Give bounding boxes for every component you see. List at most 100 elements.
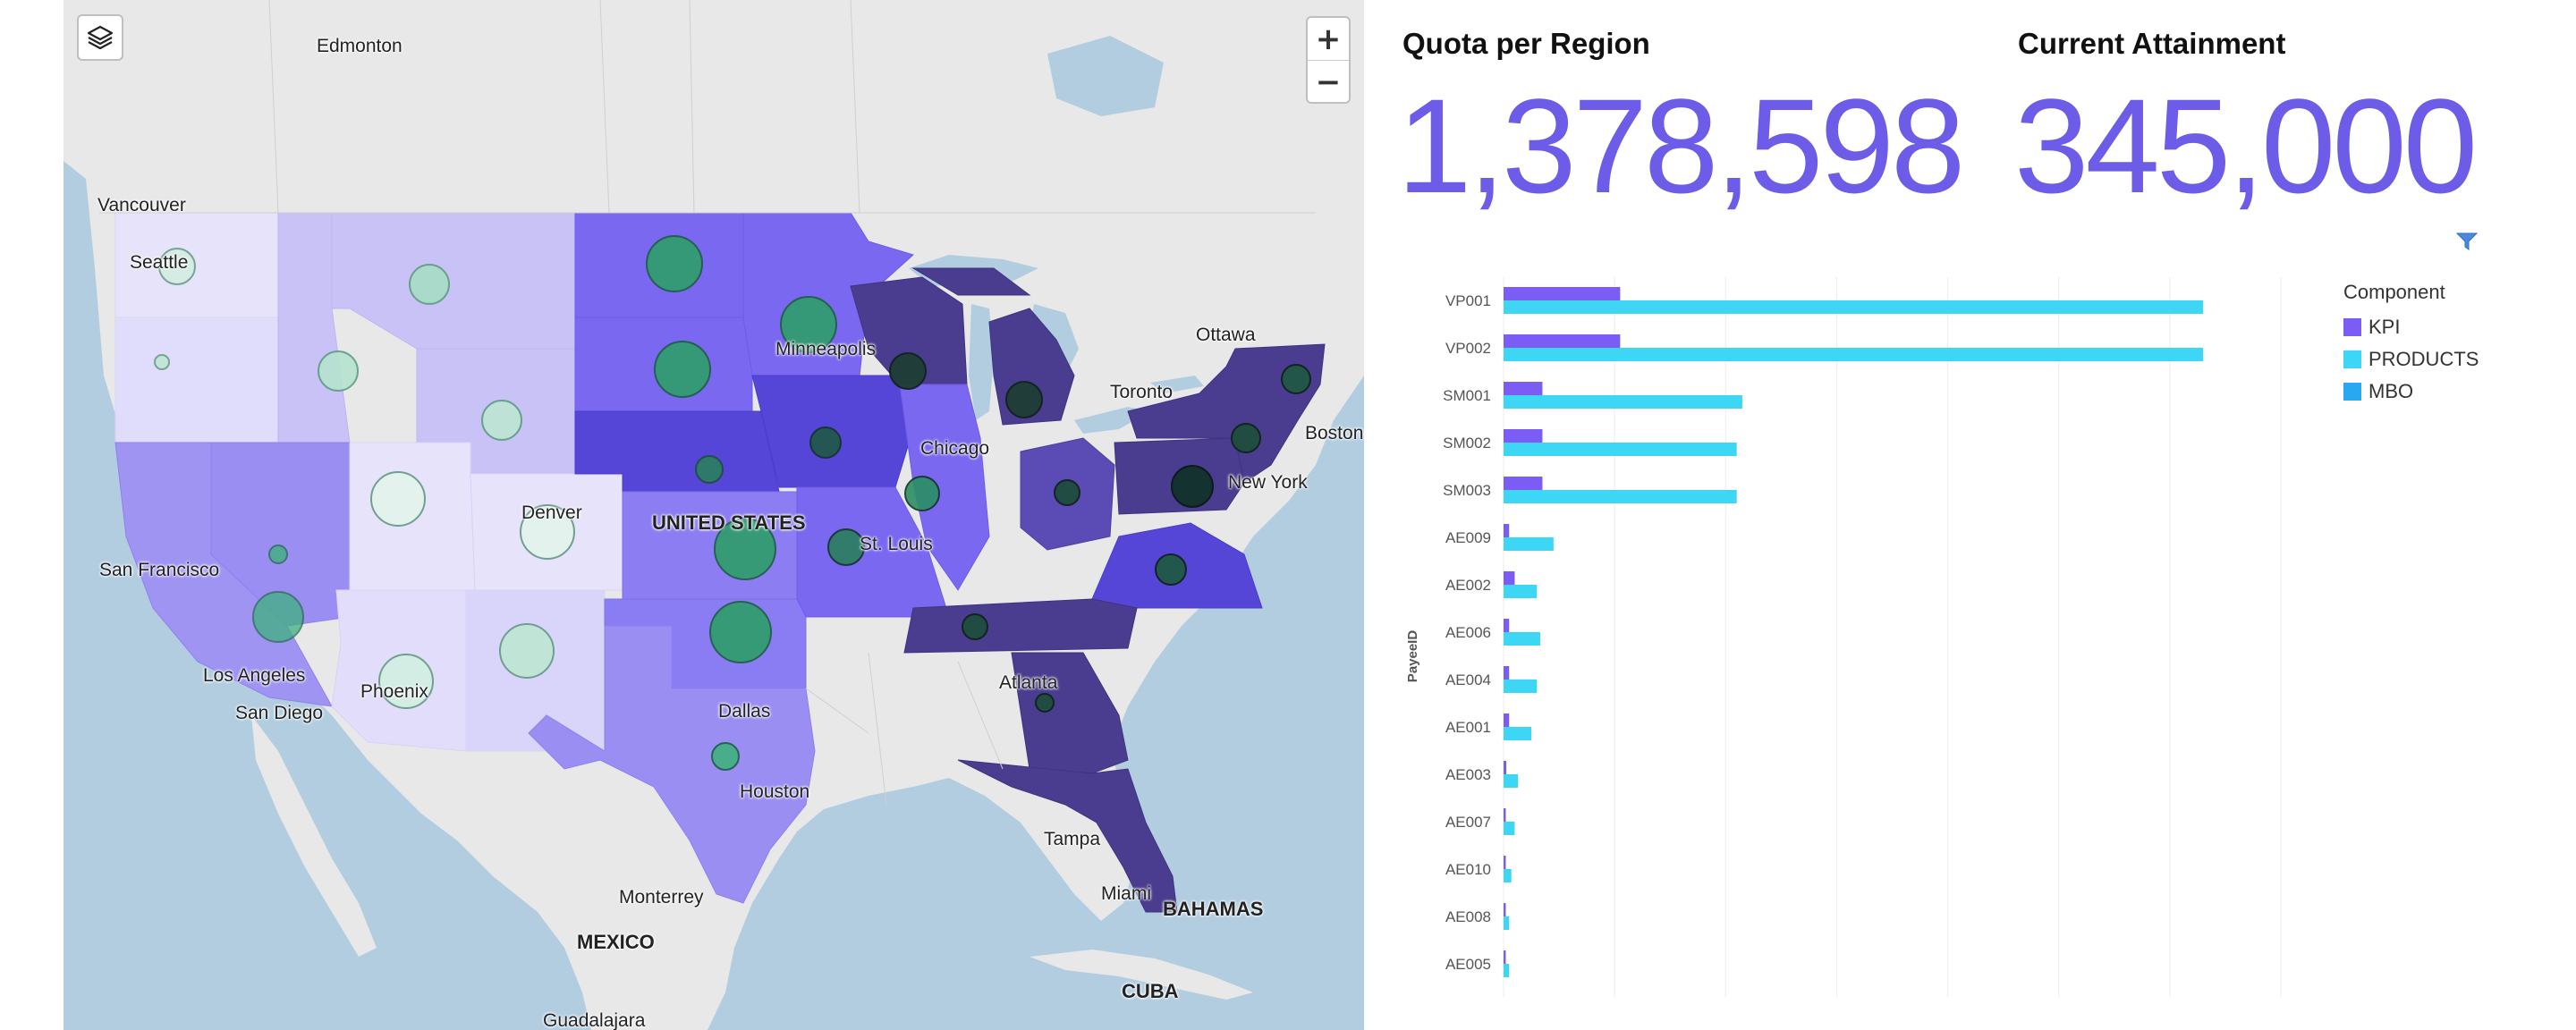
legend-label-products: PRODUCTS <box>2368 348 2479 370</box>
bubble[interactable] <box>409 264 450 305</box>
bubble[interactable] <box>827 528 865 566</box>
kpi-attainment-title: Current Attainment <box>2018 27 2286 60</box>
bar-kpi <box>1504 477 1543 490</box>
map-label-atlanta: Atlanta <box>999 672 1058 693</box>
bubble[interactable] <box>318 350 359 392</box>
layers-button[interactable] <box>77 14 123 61</box>
map-label-bahamas: BAHAMAS <box>1163 898 1264 920</box>
region-florida[interactable] <box>957 759 1178 913</box>
map-label-san-francisco: San Francisco <box>99 560 220 580</box>
bar-kpi <box>1504 334 1621 348</box>
map-canvas[interactable] <box>64 0 1364 1030</box>
bubble[interactable] <box>646 235 703 292</box>
bar-products <box>1504 443 1737 456</box>
y-tick-label: AE004 <box>1445 671 1491 688</box>
legend-item-products[interactable]: PRODUCTS <box>2343 343 2479 376</box>
bubble[interactable] <box>154 354 170 370</box>
bar-kpi <box>1504 903 1506 916</box>
bubble[interactable] <box>695 455 724 484</box>
bubble-layer[interactable] <box>154 235 1311 771</box>
map-label-minneapolis: Minneapolis <box>775 339 877 359</box>
map-label-seattle: Seattle <box>130 252 189 273</box>
bubble[interactable] <box>499 623 555 679</box>
bubble[interactable] <box>1005 381 1043 418</box>
bubble[interactable] <box>378 654 434 709</box>
map-label-dallas: Dallas <box>718 701 771 722</box>
bar-kpi <box>1504 666 1510 680</box>
bar-products <box>1504 680 1538 693</box>
y-tick-label: AE007 <box>1445 814 1491 831</box>
region-tennessee[interactable] <box>903 598 1138 654</box>
map-label-united-states: UNITED STATES <box>652 511 806 534</box>
bubble[interactable] <box>481 400 522 441</box>
map-label-toronto: Toronto <box>1110 382 1174 402</box>
bubble[interactable] <box>904 476 940 511</box>
bubble[interactable] <box>962 613 988 640</box>
legend-label-kpi: KPI <box>2368 316 2401 338</box>
bubble[interactable] <box>654 341 711 398</box>
bar-products <box>1504 964 1510 977</box>
bar-kpi <box>1504 808 1506 822</box>
bar-products <box>1504 774 1519 788</box>
bubble[interactable] <box>714 518 776 580</box>
bubble[interactable] <box>1054 479 1080 506</box>
bubble[interactable] <box>1231 423 1261 453</box>
bar-products <box>1504 300 2204 314</box>
region-texas[interactable] <box>528 625 816 904</box>
bubble[interactable] <box>1281 364 1311 394</box>
y-tick-label: AE008 <box>1445 908 1491 925</box>
map-label-mexico: MEXICO <box>577 931 655 953</box>
kpi-attainment-value: 345,000 <box>2014 71 2478 221</box>
bubble[interactable] <box>158 248 196 285</box>
bar-kpi <box>1504 950 1506 964</box>
bar-products <box>1504 585 1538 598</box>
y-tick-label: AE006 <box>1445 624 1491 641</box>
bar-kpi <box>1504 761 1507 774</box>
y-tick-label: AE002 <box>1445 577 1491 594</box>
kpi-quota-title: Quota per Region <box>1402 27 1650 60</box>
bar-products <box>1504 348 2204 361</box>
bubble[interactable] <box>780 296 837 353</box>
lake-michigan <box>969 304 994 420</box>
y-tick-label: AE009 <box>1445 529 1491 546</box>
map-label-vancouver: Vancouver <box>97 195 186 215</box>
bubble[interactable] <box>370 471 426 527</box>
y-tick-label: VP002 <box>1445 340 1491 357</box>
map-label-new-york: New York <box>1228 472 1308 493</box>
bar-products <box>1504 869 1512 882</box>
legend-label-mbo: MBO <box>2368 380 2414 402</box>
map-label-cuba: CUBA <box>1122 980 1179 1002</box>
y-tick-label: AE010 <box>1445 861 1491 878</box>
bubble[interactable] <box>520 504 575 560</box>
region-new-york[interactable] <box>1127 343 1326 484</box>
map-label-chicago: Chicago <box>920 438 990 459</box>
map-label-miami: Miami <box>1101 883 1151 904</box>
y-tick-label: VP001 <box>1445 292 1491 309</box>
bubble[interactable] <box>1155 553 1187 586</box>
legend-item-kpi[interactable]: KPI <box>2343 311 2479 343</box>
bubble[interactable] <box>1035 693 1055 713</box>
bubble[interactable] <box>711 742 740 771</box>
map-label-houston: Houston <box>740 781 810 802</box>
map-label-tampa: Tampa <box>1044 829 1101 849</box>
bar-kpi <box>1504 382 1543 395</box>
zoom-out-button[interactable]: − <box>1315 64 1342 100</box>
bubble[interactable] <box>1171 465 1214 508</box>
bubble[interactable] <box>252 591 304 643</box>
bubble[interactable] <box>889 352 927 390</box>
map-panel[interactable]: Edmonton Vancouver Seattle Ottawa Toront… <box>64 0 1364 1030</box>
kpi-quota-value: 1,378,598 <box>1397 71 1965 221</box>
y-tick-label: SM002 <box>1443 435 1491 452</box>
region-oregon[interactable] <box>114 317 279 443</box>
bubble[interactable] <box>809 426 842 459</box>
bubble[interactable] <box>709 601 772 663</box>
map-label-phoenix: Phoenix <box>360 681 428 702</box>
bubble[interactable] <box>268 545 288 564</box>
hudson-bay-area <box>1047 36 1164 116</box>
map-label-guadalajara: Guadalajara <box>543 1010 646 1030</box>
legend-item-mbo[interactable]: MBO <box>2343 376 2479 408</box>
bar-kpi <box>1504 287 1621 300</box>
zoom-in-button[interactable]: + <box>1308 18 1349 61</box>
filter-icon[interactable] <box>2455 231 2479 252</box>
map-label-edmonton: Edmonton <box>317 36 402 56</box>
